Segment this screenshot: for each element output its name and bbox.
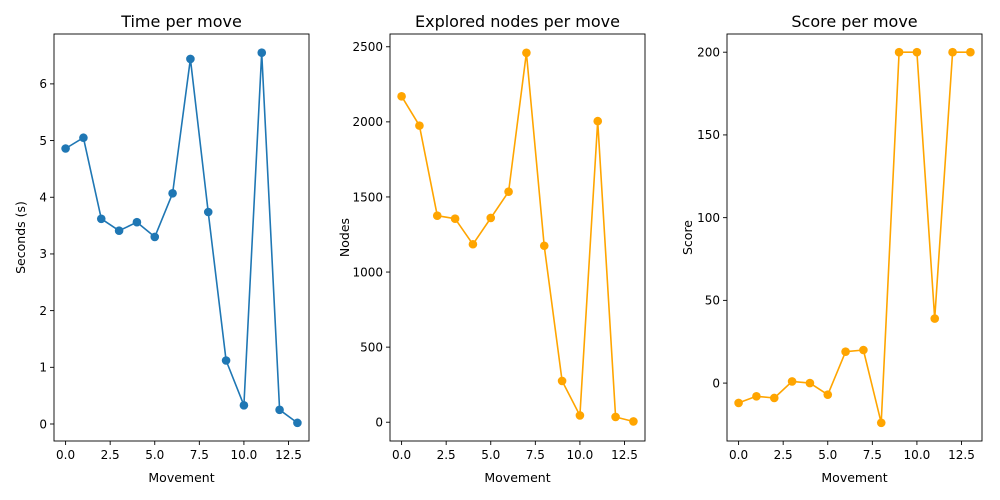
y-axis-label: Seconds (s)	[13, 201, 28, 274]
x-tick-label: 10.0	[904, 448, 931, 462]
y-tick-label: 2500	[352, 40, 383, 54]
axes-frame	[726, 33, 983, 442]
data-point	[752, 392, 761, 401]
data-point	[611, 412, 620, 422]
data-point	[823, 390, 833, 399]
x-tick-label: 7.5	[863, 448, 882, 462]
data-point	[450, 214, 460, 224]
data-point	[275, 405, 284, 415]
chart-title: Score per move	[791, 12, 917, 31]
y-tick-label: 1500	[352, 190, 383, 204]
data-point	[522, 48, 531, 58]
data-point	[859, 345, 868, 355]
x-tick-label: 0.0	[56, 448, 75, 462]
x-axis-label: Movement	[148, 470, 214, 485]
data-point	[132, 217, 142, 227]
axes-frame	[389, 33, 646, 442]
y-tick-label: 200	[697, 45, 720, 59]
data-point	[239, 400, 249, 410]
data-point	[593, 116, 603, 126]
data-point	[150, 232, 160, 242]
data-point	[186, 54, 195, 64]
x-tick-label: 10.0	[231, 448, 258, 462]
x-tick-label: 12.5	[275, 448, 302, 462]
data-point	[894, 47, 904, 57]
time-per-move-chart: Time per move Movement Seconds (s) 0.0 2.…	[13, 12, 310, 485]
score-per-move-chart: Score per move Movement Score 0.0 2.5 5.0 7…	[680, 12, 983, 485]
data-point	[805, 378, 815, 388]
x-tick-label: 12.5	[611, 448, 638, 462]
x-tick-label: 5.0	[481, 448, 500, 462]
data-point	[539, 241, 549, 251]
y-tick-label: 150	[697, 128, 720, 142]
y-tick-label: 5	[39, 134, 47, 148]
x-axis-label: Movement	[484, 470, 550, 485]
data-point	[912, 47, 922, 57]
x-tick-label: 5.0	[145, 448, 164, 462]
x-tick-label: 7.5	[526, 448, 545, 462]
data-point	[769, 393, 779, 403]
data-point	[114, 226, 124, 235]
y-tick-label: 100	[697, 211, 720, 225]
y-tick-label: 6	[39, 77, 47, 91]
x-axis-label: Movement	[821, 470, 887, 485]
data-point	[504, 187, 513, 196]
y-tick-label: 1	[39, 361, 47, 375]
y-tick-label: 4	[39, 191, 47, 205]
data-point	[629, 417, 638, 426]
x-tick-label: 2.5	[437, 448, 456, 462]
data-point	[468, 239, 478, 249]
data-point	[203, 207, 213, 217]
data-point	[734, 398, 743, 408]
data-point	[557, 376, 567, 386]
data-point	[397, 92, 406, 101]
data-point	[575, 411, 585, 420]
y-tick-label: 0	[375, 416, 383, 430]
data-point	[966, 47, 975, 57]
y-tick-label: 2000	[352, 115, 383, 129]
data-point	[432, 211, 442, 221]
chart-title: Explored nodes per move	[415, 12, 620, 31]
chart-title: Time per move	[120, 12, 242, 31]
y-tick-label: 3	[39, 247, 47, 261]
y-tick-label: 500	[360, 340, 383, 354]
axes-frame	[53, 33, 310, 442]
data-point	[841, 347, 850, 356]
x-tick-label: 10.0	[567, 448, 594, 462]
y-tick-label: 50	[705, 294, 720, 308]
data-point	[948, 47, 957, 57]
x-tick-label: 0.0	[392, 448, 411, 462]
data-point	[96, 214, 106, 224]
x-tick-label: 2.5	[774, 448, 793, 462]
data-point	[257, 48, 267, 58]
x-tick-label: 0.0	[729, 448, 748, 462]
data-point	[486, 213, 496, 223]
data-point	[876, 418, 886, 428]
x-tick-label: 5.0	[818, 448, 837, 462]
y-tick-label: 0	[712, 376, 720, 390]
data-point	[293, 418, 302, 428]
data-point	[61, 144, 70, 153]
y-tick-label: 1000	[352, 265, 383, 279]
y-tick-label: 0	[39, 417, 47, 431]
data-point	[415, 121, 424, 130]
data-point	[787, 377, 797, 386]
explored-nodes-per-move-chart: Explored nodes per move Movement Nodes 0…	[337, 12, 646, 485]
data-point	[930, 314, 940, 323]
y-axis-label: Nodes	[337, 218, 352, 257]
x-tick-label: 2.5	[101, 448, 120, 462]
y-tick-label: 2	[39, 304, 47, 318]
data-point	[168, 188, 177, 198]
y-axis-label: Score	[680, 220, 695, 255]
data-point	[221, 356, 231, 365]
data-point	[79, 133, 88, 143]
x-tick-label: 7.5	[190, 448, 209, 462]
x-tick-label: 12.5	[948, 448, 975, 462]
